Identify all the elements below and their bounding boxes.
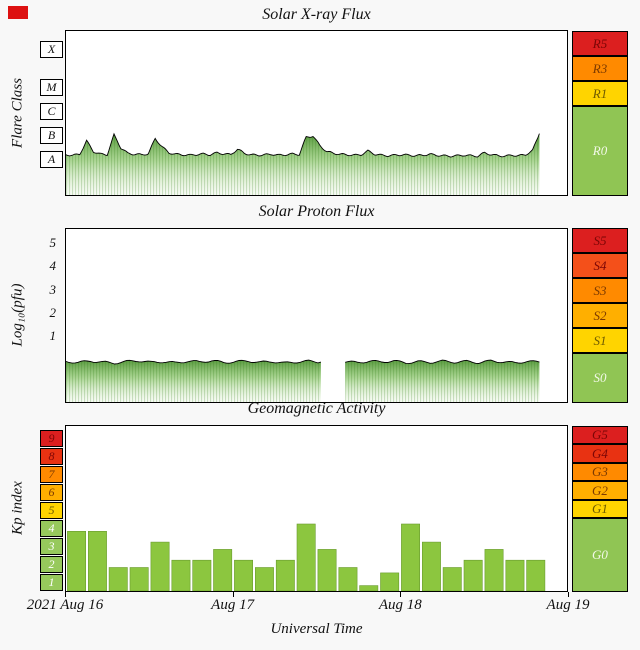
kp-bar — [484, 549, 504, 591]
x-tick-mark — [65, 592, 66, 597]
flux-line — [66, 132, 540, 158]
x-tick-label: Aug 18 — [378, 597, 422, 613]
kp-bar — [234, 559, 253, 591]
kp-bar — [275, 559, 295, 591]
kp-bar — [421, 541, 441, 591]
noaa-scale-r5: R5 — [572, 31, 628, 56]
proton-tick-4: 4 — [49, 258, 57, 274]
kp-bar — [255, 567, 274, 591]
xray-flux-chart — [66, 132, 540, 195]
kp-bar — [359, 585, 379, 591]
flux-line — [345, 359, 540, 365]
kp-bar — [108, 567, 128, 591]
x-tick-mark — [568, 592, 569, 597]
noaa-scale-g5: G5 — [572, 426, 628, 444]
kp-y-axis-label: Kp index — [9, 481, 26, 535]
proton-tick-2: 2 — [49, 304, 57, 320]
geomagnetic-chart-title: Geomagnetic Activity — [247, 400, 386, 417]
noaa-scale-r1: R1 — [572, 81, 628, 106]
proton-tick-5: 5 — [49, 235, 57, 250]
proton-flux-chart — [66, 359, 540, 402]
kp-bar — [296, 523, 316, 591]
flare-class-tick-b: B — [40, 127, 63, 144]
kp-bar — [505, 559, 525, 591]
kp-tick-3: 3 — [40, 538, 63, 556]
noaa-scale-g4: G4 — [572, 444, 628, 463]
proton-tick-1: 1 — [49, 328, 57, 343]
noaa-scale-s1: S1 — [572, 328, 628, 353]
flare-class-tick-x: X — [40, 41, 63, 58]
kp-bar — [87, 531, 107, 591]
noaa-scale-s2: S2 — [572, 303, 628, 328]
kp-bar — [401, 523, 420, 591]
flare-class-tick-a: A — [40, 151, 63, 168]
noaa-scale-s0: S0 — [572, 353, 628, 403]
kp-bar — [192, 559, 212, 591]
xray-plot-area — [65, 30, 568, 196]
proton-y-axis-label: Log₁₀(pfu) — [9, 283, 26, 347]
xray-y-axis-label: Flare Class — [9, 78, 26, 148]
kp-bar — [67, 531, 86, 591]
noaa-scale-g3: G3 — [572, 463, 628, 481]
x-tick-label: Aug 17 — [211, 597, 255, 613]
noaa-scale-g1: G1 — [572, 500, 628, 518]
kp-bar — [213, 549, 233, 591]
kp-plot-area — [65, 425, 568, 592]
noaa-scale-s3: S3 — [572, 278, 628, 303]
flux-fill-hatch — [66, 360, 321, 402]
flux-fill-hatch — [66, 133, 540, 195]
kp-bar — [526, 559, 546, 591]
kp-tick-9: 9 — [40, 429, 63, 447]
flux-fill-hatch — [345, 360, 540, 402]
kp-tick-5: 5 — [40, 502, 63, 520]
kp-bar — [380, 572, 400, 591]
kp-tick-4: 4 — [40, 520, 63, 538]
kp-bar — [317, 549, 337, 591]
x-tick-mark — [232, 592, 234, 597]
kp-bar — [129, 567, 149, 591]
noaa-scale-s4: S4 — [572, 253, 628, 278]
noaa-scale-r3: R3 — [572, 56, 628, 81]
noaa-scale-s5: S5 — [572, 228, 628, 253]
proton-chart-title: Solar Proton Flux — [258, 203, 375, 220]
flare-class-tick-m: M — [40, 79, 63, 96]
x-tick-mark — [400, 592, 402, 597]
kp-bar — [442, 567, 462, 591]
status-marker — [8, 6, 28, 19]
kp-tick-7: 7 — [40, 465, 63, 483]
x-tick-label: Aug 19 — [546, 597, 590, 613]
kp-tick-8: 8 — [40, 447, 63, 465]
flux-line — [66, 359, 322, 365]
kp-tick-6: 6 — [40, 483, 63, 501]
noaa-scale-g2: G2 — [572, 481, 628, 500]
kp-bar — [463, 559, 483, 591]
kp-bar — [171, 559, 191, 591]
kp-bar — [338, 567, 358, 591]
x-tick-label: 2021 Aug 16 — [26, 597, 104, 613]
kp-tick-2: 2 — [40, 556, 63, 574]
flare-class-tick-c: C — [40, 103, 63, 120]
kp-bar — [150, 541, 170, 591]
x-axis-label: Universal Time — [270, 621, 363, 637]
proton-tick-3: 3 — [49, 281, 57, 297]
kp-bar-chart — [67, 523, 546, 591]
noaa-scale-g0: G0 — [572, 518, 628, 592]
noaa-scale-r0: R0 — [572, 106, 628, 196]
kp-tick-1: 1 — [40, 574, 63, 592]
proton-plot-area — [65, 228, 568, 403]
xray-chart-title: Solar X-ray Flux — [262, 6, 371, 23]
